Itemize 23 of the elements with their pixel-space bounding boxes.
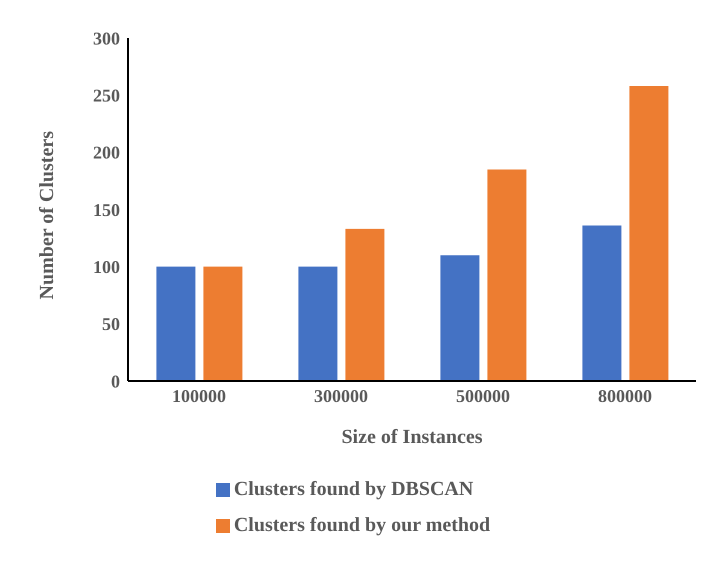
y-tick-label: 150 bbox=[93, 200, 120, 220]
x-tick-label: 300000 bbox=[314, 386, 368, 406]
bar bbox=[629, 86, 668, 381]
x-axis-title: Size of Instances bbox=[341, 426, 483, 448]
bar bbox=[203, 266, 242, 381]
legend-label: Clusters found by DBSCAN bbox=[234, 478, 474, 500]
bar bbox=[440, 255, 480, 381]
x-tick-label: 500000 bbox=[456, 386, 510, 406]
y-tick-label: 300 bbox=[93, 28, 120, 48]
bar bbox=[345, 228, 384, 381]
bar bbox=[156, 266, 196, 381]
bar bbox=[582, 226, 622, 381]
y-axis-title: Number of Clusters bbox=[36, 130, 58, 300]
bar bbox=[298, 266, 338, 381]
y-tick-label: 0 bbox=[111, 371, 120, 392]
x-tick-label: 100000 bbox=[172, 386, 226, 406]
y-tick-label: 50 bbox=[102, 314, 120, 334]
y-tick-label: 100 bbox=[93, 257, 120, 278]
bar bbox=[487, 169, 526, 381]
legend-label: Clusters found by our method bbox=[234, 514, 490, 536]
x-tick-label: 800000 bbox=[598, 386, 652, 406]
y-tick-label: 250 bbox=[93, 86, 120, 106]
y-tick-label: 200 bbox=[93, 142, 120, 163]
